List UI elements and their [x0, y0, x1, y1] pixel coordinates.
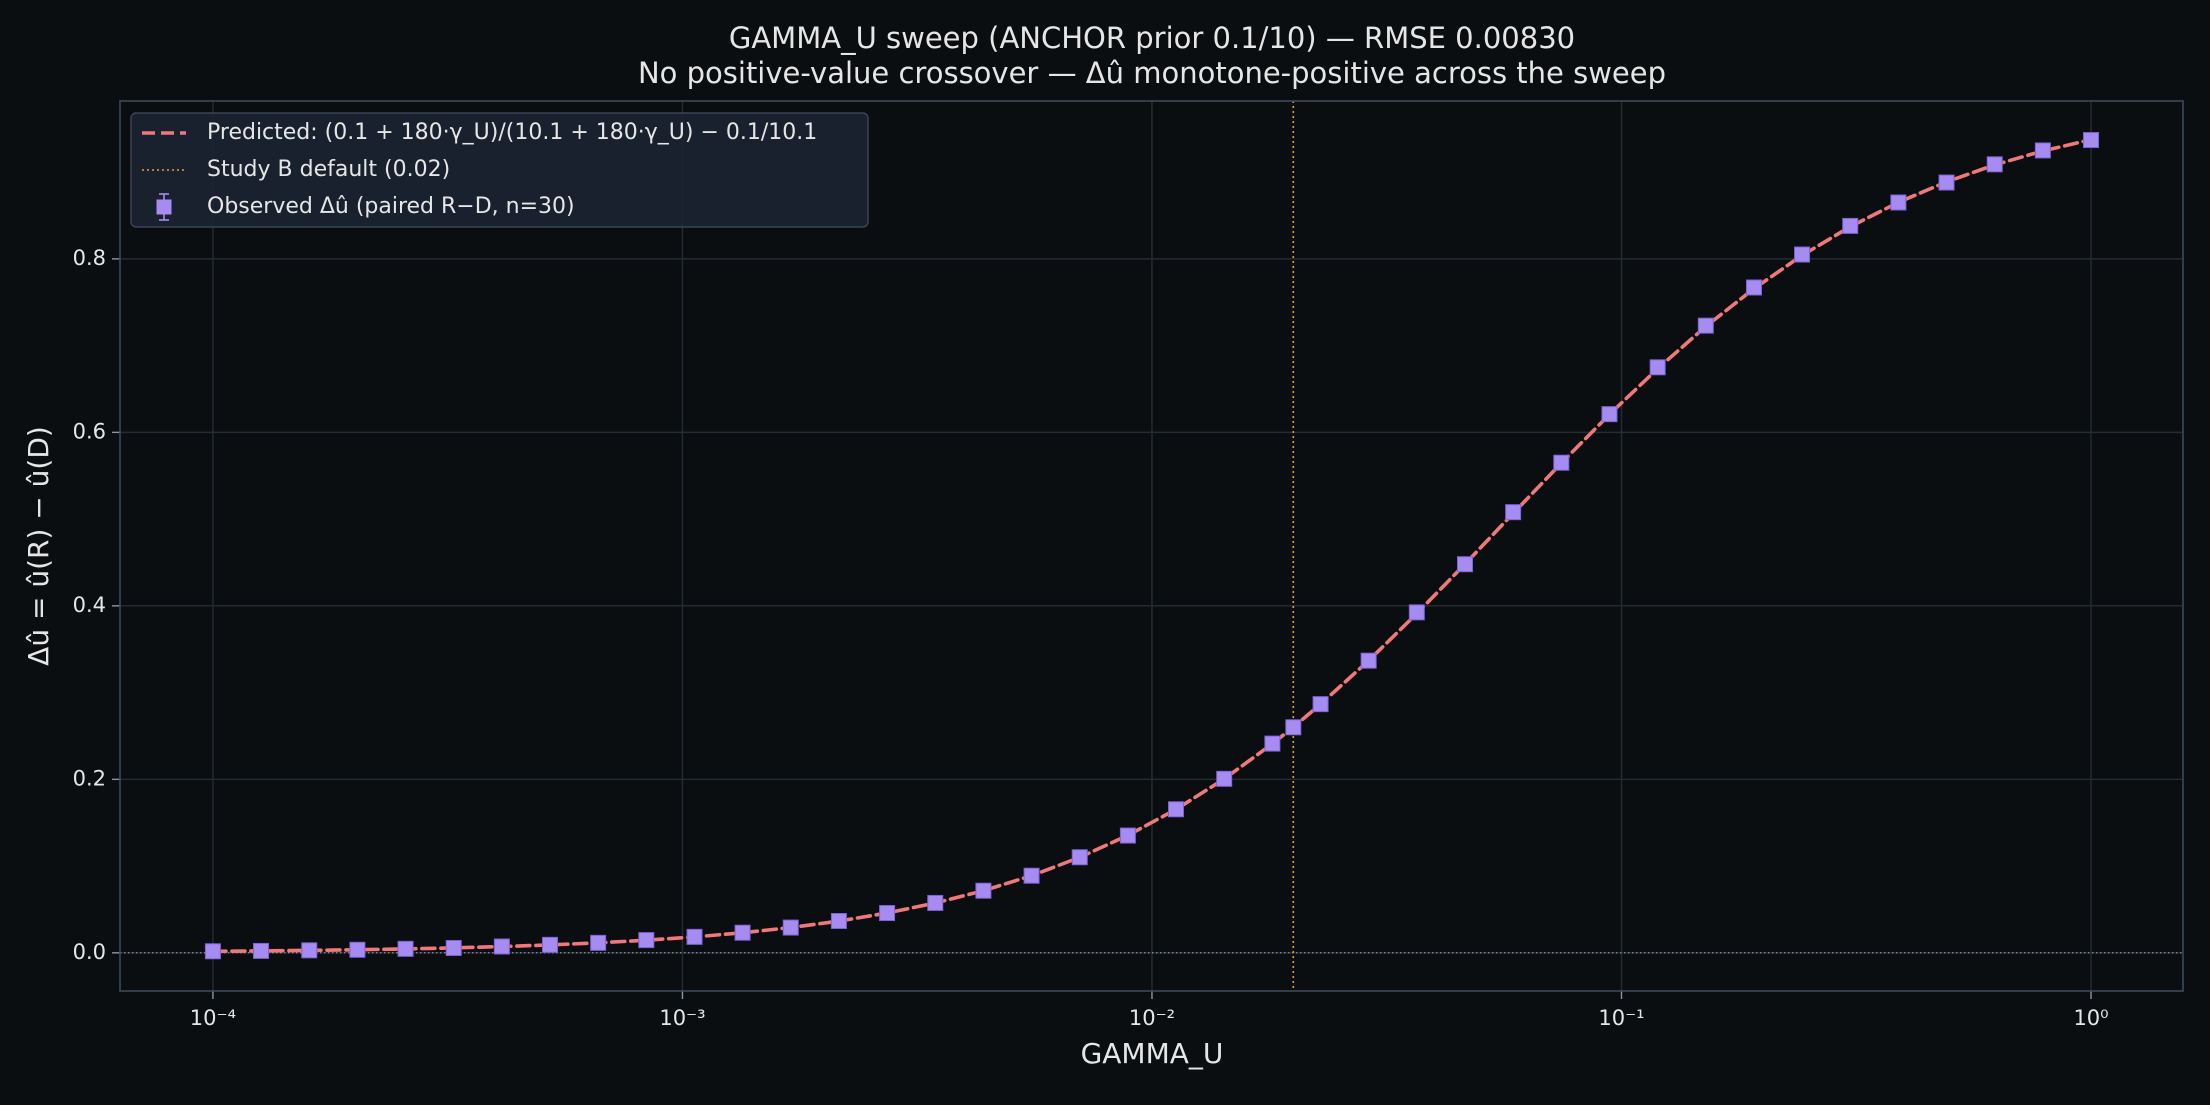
legend-label: Predicted: (0.1 + 180·γ_U)/(10.1 + 180·γ…	[207, 120, 817, 145]
data-point	[397, 940, 414, 957]
y-tick-label: 0.2	[73, 766, 106, 790]
data-point	[879, 905, 896, 922]
legend-label: Study B default (0.02)	[207, 157, 450, 182]
data-point	[2034, 142, 2051, 159]
x-tick-label: 10⁻⁴	[190, 1006, 236, 1030]
data-point	[1408, 604, 1425, 621]
x-tick-label: 10⁰	[2073, 1006, 2108, 1030]
data-point	[927, 894, 944, 911]
data-point	[1285, 719, 1302, 736]
data-point	[686, 928, 703, 945]
x-axis-label: GAMMA_U	[1081, 1037, 1224, 1070]
legend-label: Observed Δû (paired R−D, n=30)	[207, 194, 575, 219]
legend: Predicted: (0.1 + 180·γ_U)/(10.1 + 180·γ…	[130, 112, 869, 228]
x-tick-label: 10⁻²	[1129, 1006, 1175, 1030]
data-point	[1167, 801, 1184, 818]
data-point	[1071, 849, 1088, 866]
data-point	[445, 939, 462, 956]
data-point	[1842, 217, 1859, 234]
data-point	[1601, 406, 1618, 423]
y-tick-label: 0.0	[73, 940, 106, 964]
x-tick-label: 10⁻³	[659, 1006, 705, 1030]
data-point	[1119, 827, 1136, 844]
data-point	[1312, 696, 1329, 713]
y-tick-label: 0.8	[73, 246, 106, 270]
data-point	[1457, 556, 1474, 573]
data-point	[253, 942, 270, 959]
legend-swatch	[156, 199, 172, 215]
chart-title: GAMMA_U sweep (ANCHOR prior 0.1/10) — RM…	[729, 21, 1575, 55]
y-tick-label: 0.6	[73, 419, 106, 443]
data-point	[830, 912, 847, 929]
data-point	[1360, 652, 1377, 669]
data-point	[542, 936, 559, 953]
data-point	[638, 932, 655, 949]
data-point	[1697, 317, 1714, 334]
data-point	[1890, 194, 1907, 211]
plot-frame	[119, 100, 2184, 992]
legend-box	[130, 112, 869, 228]
data-point	[1745, 279, 1762, 296]
data-point	[975, 882, 992, 899]
data-point	[2083, 132, 2100, 149]
data-point	[1794, 246, 1811, 263]
chart-subtitle: No positive-value crossover — Δû monoton…	[638, 56, 1666, 90]
data-point	[349, 941, 366, 958]
data-point	[1553, 454, 1570, 471]
data-point	[1986, 156, 2003, 173]
data-point	[782, 919, 799, 936]
data-point	[1023, 867, 1040, 884]
data-point	[1216, 770, 1233, 787]
data-point	[1505, 504, 1522, 521]
data-point	[590, 934, 607, 951]
y-tick-label: 0.4	[73, 593, 106, 617]
data-point	[301, 942, 318, 959]
data-point	[1264, 735, 1281, 752]
data-point	[204, 943, 221, 960]
x-tick-label: 10⁻¹	[1598, 1006, 1644, 1030]
data-point	[493, 938, 510, 955]
data-point	[1938, 174, 1955, 191]
data-point	[1649, 359, 1666, 376]
data-point	[734, 924, 751, 941]
y-axis-label: Δû = û(R) − û(D)	[22, 426, 55, 666]
